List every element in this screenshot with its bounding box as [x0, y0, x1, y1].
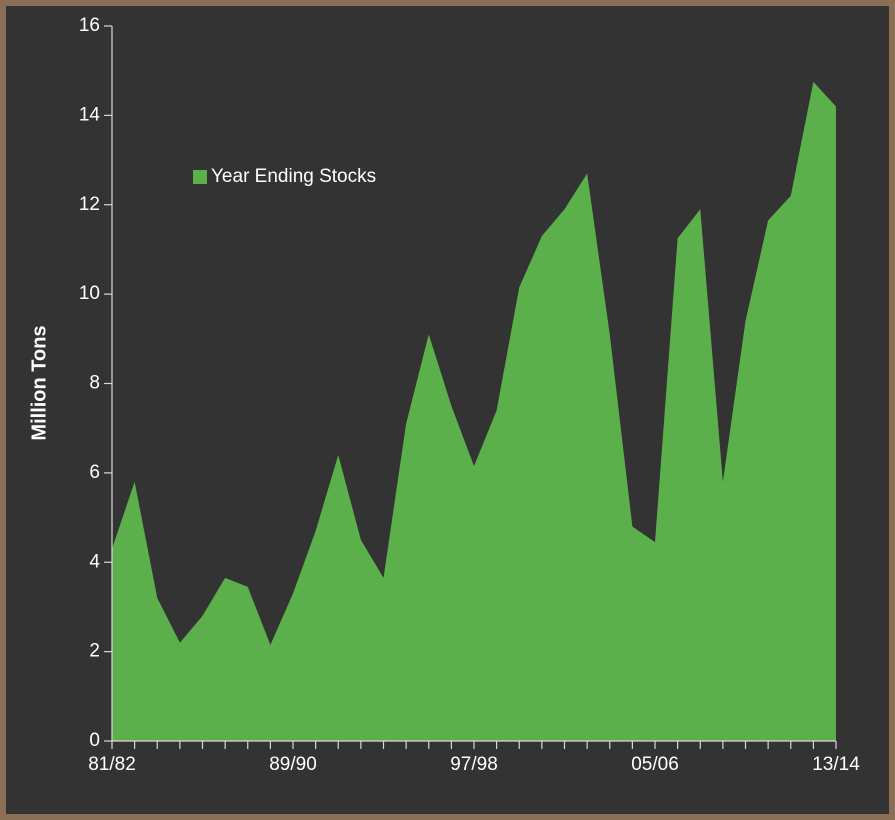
x-tick-label: 97/98 — [450, 754, 498, 775]
y-tick-label: 6 — [89, 462, 100, 483]
area — [112, 81, 836, 741]
legend-label: Year Ending Stocks — [211, 166, 376, 187]
x-tick-label: 05/06 — [631, 754, 679, 775]
x-tick-label: 81/82 — [88, 754, 136, 775]
legend-swatch — [193, 170, 207, 184]
x-tick-label: 13/14 — [812, 754, 860, 775]
y-tick-label: 8 — [89, 373, 100, 394]
x-tick-label: 89/90 — [269, 754, 317, 775]
y-tick-label: 2 — [89, 641, 100, 662]
y-tick-label: 10 — [79, 283, 100, 304]
y-tick-label: 16 — [79, 15, 100, 36]
y-tick-label: 14 — [79, 104, 101, 125]
y-tick-label: 0 — [89, 730, 100, 751]
y-axis-label: Million Tons — [28, 325, 50, 440]
y-tick-label: 4 — [89, 551, 100, 572]
y-tick-label: 12 — [79, 194, 100, 215]
